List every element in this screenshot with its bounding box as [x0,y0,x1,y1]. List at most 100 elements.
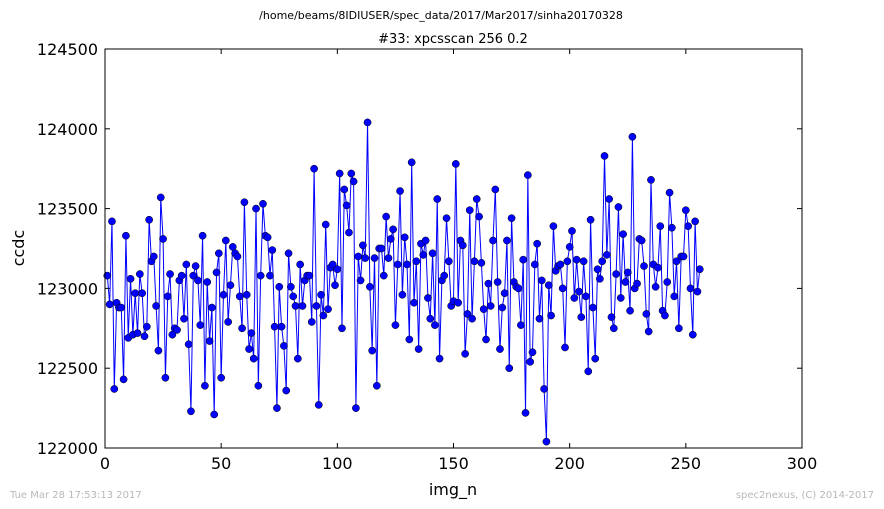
data-point [412,257,421,266]
data-point [498,303,507,312]
data-point [489,236,497,245]
data-point [219,290,228,299]
data-point [235,292,244,301]
data-point [593,265,602,274]
data-point [305,271,314,280]
data-point [345,228,353,237]
data-point [163,292,172,301]
x-tick-label: 0 [100,454,110,473]
data-point [319,311,328,320]
data-point [361,254,370,262]
data-point [212,268,221,277]
data-point [575,287,583,296]
data-point [503,236,511,245]
data-point [433,195,442,203]
data-point [379,271,388,280]
data-point [210,410,219,419]
data-point [249,354,258,363]
data-point [637,236,646,245]
data-point [628,132,637,141]
data-point [173,326,181,334]
data-point [558,284,567,293]
data-point [640,262,648,270]
data-point [245,345,253,353]
data-point [240,198,249,207]
data-point [519,255,528,264]
data-point [405,335,414,344]
data-point [623,268,632,277]
data-point [440,271,449,280]
data-point [505,364,514,373]
data-point [647,176,655,184]
data-point [226,281,235,290]
data-point [182,260,191,269]
data-point [547,311,555,320]
data-point [426,314,435,323]
data-point [419,251,428,259]
data-point [586,215,595,224]
data-point [119,375,128,384]
data-point [468,314,476,323]
data-point [291,302,300,310]
data-point [275,282,284,291]
data-point [644,327,653,336]
data-point [598,257,607,266]
data-point [321,220,330,229]
data-point [556,260,565,269]
data-point [579,257,588,266]
data-point [333,265,342,274]
axis-ticks: 0 50 100 150 200 250 300 122000 122500 123000 1235… [37,40,817,473]
data-point [616,294,625,302]
data-point [493,278,502,286]
data-point [454,298,462,307]
y-tick-label: 123500 [37,200,98,219]
data-point [621,278,630,286]
data-point [609,324,618,333]
data-point [393,260,402,269]
data-point [458,241,467,250]
data-point [266,271,274,280]
data-point [500,289,509,298]
data-point [247,329,256,337]
data-point [136,270,144,278]
x-tick-label: 250 [671,454,702,473]
y-tick-label: 123000 [37,279,98,298]
data-point [521,409,530,417]
data-point [196,321,205,329]
data-point [314,401,323,409]
data-point [289,292,298,301]
data-point [103,271,112,280]
data-point [633,279,641,288]
data-point [651,282,660,291]
data-point [435,354,444,363]
data-point [386,235,395,243]
data-point [654,263,662,272]
data-point [133,329,142,337]
data-point [203,278,212,286]
data-point [484,279,493,288]
data-point [670,292,679,301]
data-point [563,257,572,266]
data-point [187,407,195,416]
data-point [354,252,363,261]
footer-timestamp: Tue Mar 28 17:53:13 2017 [9,490,142,501]
data-point [517,321,525,329]
data-point [465,206,474,215]
data-point [108,217,116,226]
x-tick-label: 100 [322,454,353,473]
data-point [626,306,634,315]
data-point [138,289,147,298]
data-point [507,214,516,223]
data-point [366,282,374,291]
data-point [145,215,153,224]
data-point [686,284,695,293]
data-point [347,169,356,178]
scan-title: #33: xpcsscan 256 0.2 [378,32,528,47]
data-point [268,246,277,254]
data-point [584,367,593,376]
data-point [284,249,293,258]
data-point [208,303,216,312]
data-point [310,164,318,173]
data-point [619,230,627,238]
